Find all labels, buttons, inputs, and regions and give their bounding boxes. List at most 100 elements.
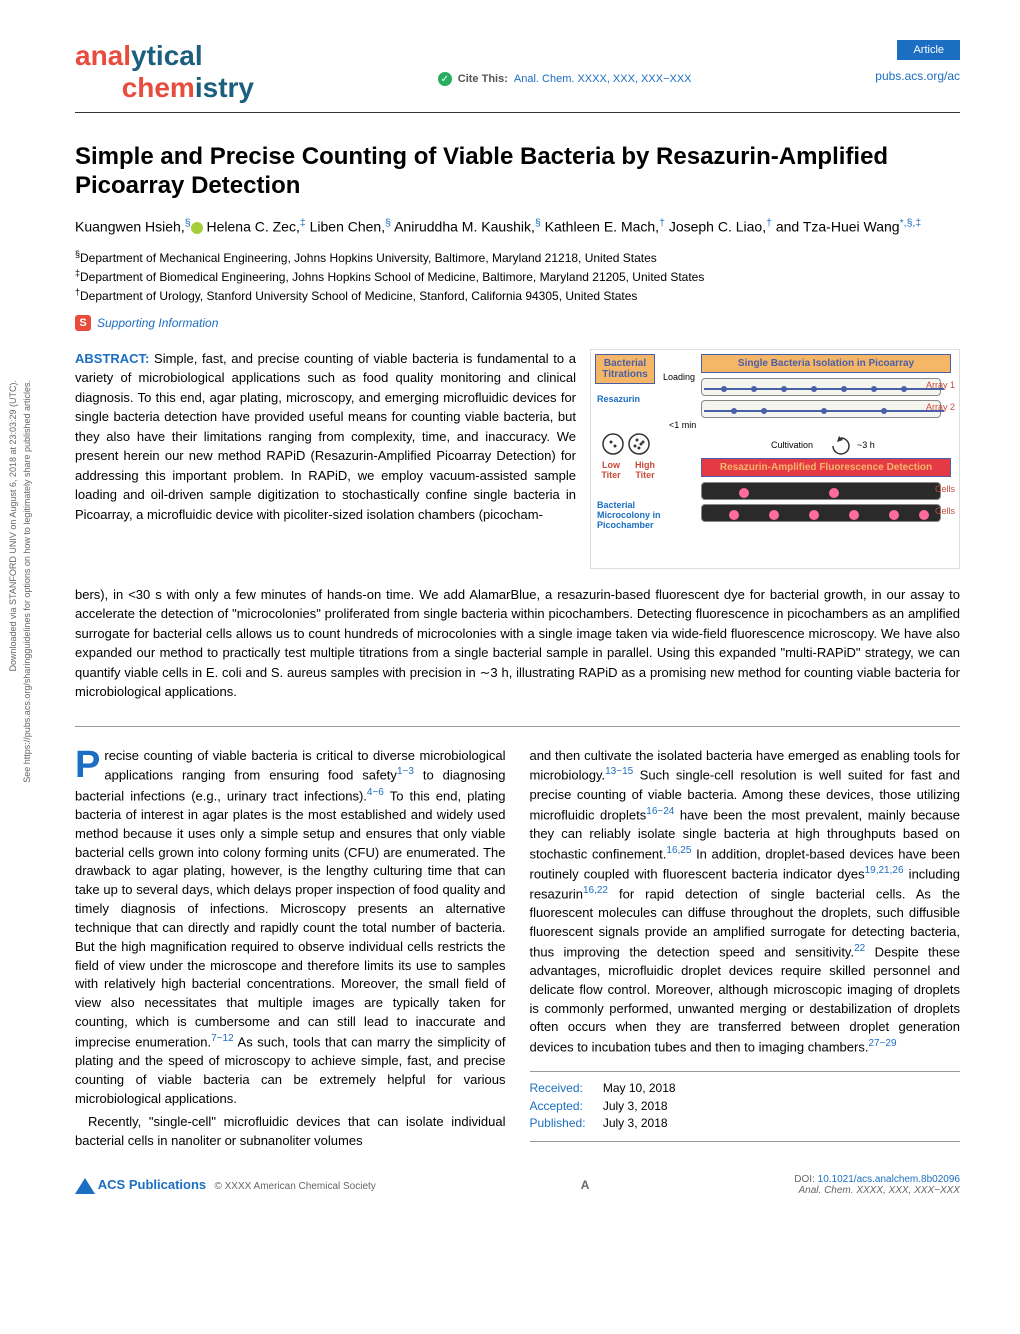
- fig-label-cells1: Cells: [935, 484, 955, 494]
- page-container: analytical chemistry ✓ Cite This: Anal. …: [0, 0, 1020, 1236]
- date-label: Received:: [530, 1080, 600, 1097]
- fig-array1: [701, 378, 941, 396]
- check-icon: ✓: [438, 72, 452, 86]
- cite-prefix: Cite This:: [458, 73, 508, 85]
- orcid-icon[interactable]: [191, 222, 203, 234]
- affiliation: ‡Department of Biomedical Engineering, J…: [75, 267, 960, 286]
- body-text: To this end, plating bacteria of interes…: [75, 788, 506, 1049]
- affiliation: †Department of Urology, Stanford Univers…: [75, 286, 960, 305]
- body-paragraph: Recently, "single-cell" microfluidic dev…: [75, 1113, 506, 1151]
- date-label: Published:: [530, 1115, 600, 1132]
- body-paragraph: and then cultivate the isolated bacteria…: [530, 747, 961, 1058]
- fig-label-time2: ~3 h: [857, 440, 875, 450]
- section-separator: [75, 726, 960, 727]
- ref-link[interactable]: 13−15: [605, 766, 633, 777]
- date-value: July 3, 2018: [603, 1116, 668, 1130]
- ref-link[interactable]: 19,21,26: [865, 865, 904, 876]
- supp-link[interactable]: Supporting Information: [97, 316, 218, 330]
- page-number: A: [581, 1178, 590, 1192]
- body-columns: Precise counting of viable bacteria is c…: [75, 747, 960, 1151]
- ref-link[interactable]: 16,25: [666, 845, 691, 856]
- cite-link[interactable]: Anal. Chem. XXXX, XXX, XXX−XXX: [514, 73, 692, 85]
- column-left: Precise counting of viable bacteria is c…: [75, 747, 506, 1151]
- author: Joseph C. Liao,: [669, 218, 766, 234]
- author: and Tza-Huei Wang: [776, 218, 900, 234]
- pubs-link[interactable]: pubs.acs.org/ac: [875, 69, 960, 83]
- date-value: May 10, 2018: [603, 1081, 676, 1095]
- author-sup[interactable]: †: [766, 217, 772, 229]
- dropcap: P: [75, 747, 104, 781]
- supporting-info[interactable]: S Supporting Information: [75, 315, 960, 331]
- fig-label-time1: <1 min: [669, 420, 696, 430]
- article-type-badge: Article: [897, 40, 960, 60]
- fig-label-microcolony: Bacterial Microcolony in Picochamber: [597, 500, 687, 530]
- author-sup[interactable]: §: [185, 217, 191, 229]
- date-value: July 3, 2018: [603, 1099, 668, 1113]
- ref-link[interactable]: 7−12: [211, 1033, 234, 1044]
- ref-link[interactable]: 22: [854, 943, 865, 954]
- author-sup[interactable]: *,§,‡: [900, 217, 922, 229]
- affil-text: Department of Biomedical Engineering, Jo…: [80, 270, 704, 284]
- logo-area: analytical chemistry: [75, 40, 254, 104]
- column-right: and then cultivate the isolated bacteria…: [530, 747, 961, 1151]
- toc-figure: Bacterial Titrations Single Bacteria Iso…: [590, 349, 960, 569]
- fig-fluor2: [701, 504, 941, 522]
- doi-link[interactable]: 10.1021/acs.analchem.8b02096: [818, 1174, 960, 1185]
- abstract-continued: bers), in <30 s with only a few minutes …: [75, 585, 960, 702]
- fig-label-low: Low Titer: [597, 460, 625, 480]
- copyright: © XXXX American Chemical Society: [214, 1181, 375, 1192]
- cite-area: ✓ Cite This: Anal. Chem. XXXX, XXX, XXX−…: [254, 40, 875, 86]
- footer-ref: Anal. Chem. XXXX, XXX, XXX−XXX: [799, 1185, 960, 1196]
- ref-link[interactable]: 27−29: [868, 1038, 896, 1049]
- acs-logo-icon: [75, 1178, 95, 1194]
- affil-text: Department of Mechanical Engineering, Jo…: [80, 251, 657, 265]
- fig-banner-titrations: Bacterial Titrations: [595, 354, 655, 384]
- author-sup[interactable]: ‡: [300, 217, 306, 229]
- abstract-row: ABSTRACT: Simple, fast, and precise coun…: [75, 349, 960, 569]
- fig-banner-detection: Resazurin-Amplified Fluorescence Detecti…: [701, 458, 951, 477]
- author-sup[interactable]: §: [535, 217, 541, 229]
- fig-arrow-icon: [831, 436, 851, 456]
- doi-label: DOI:: [794, 1174, 815, 1185]
- author: Helena C. Zec,: [206, 218, 299, 234]
- fig-banner-isolation: Single Bacteria Isolation in Picoarray: [701, 354, 951, 373]
- fig-label-high: High Titer: [631, 460, 659, 480]
- dates-box: Received: May 10, 2018 Accepted: July 3,…: [530, 1071, 961, 1141]
- fig-label-loading: Loading: [663, 372, 695, 382]
- footer-right: DOI: 10.1021/acs.analchem.8b02096 Anal. …: [794, 1174, 960, 1196]
- article-title: Simple and Precise Counting of Viable Ba…: [75, 143, 960, 201]
- abstract-label: ABSTRACT:: [75, 351, 149, 366]
- date-label: Accepted:: [530, 1098, 600, 1115]
- acs-publications: ACS Publications: [98, 1177, 206, 1192]
- fig-array2: [701, 400, 941, 418]
- abstract-body1: Simple, fast, and precise counting of vi…: [75, 351, 576, 522]
- author-sup[interactable]: †: [659, 217, 665, 229]
- author: Kathleen E. Mach,: [545, 218, 659, 234]
- body-paragraph: Precise counting of viable bacteria is c…: [75, 747, 506, 1109]
- ref-link[interactable]: 16−24: [646, 806, 674, 817]
- date-row: Published: July 3, 2018: [530, 1115, 961, 1132]
- logo-istry: istry: [195, 72, 254, 103]
- fig-label-array1: Array 1: [926, 380, 955, 390]
- date-row: Accepted: July 3, 2018: [530, 1098, 961, 1115]
- affil-text: Department of Urology, Stanford Universi…: [80, 289, 637, 303]
- affiliation: §Department of Mechanical Engineering, J…: [75, 248, 960, 267]
- authors-list: Kuangwen Hsieh,§ Helena C. Zec,‡ Liben C…: [75, 215, 960, 238]
- ref-link[interactable]: 1−3: [397, 766, 414, 777]
- fig-label-array2: Array 2: [926, 402, 955, 412]
- footer-left: ACS Publications © XXXX American Chemica…: [75, 1177, 376, 1194]
- date-row: Received: May 10, 2018: [530, 1080, 961, 1097]
- supp-badge-icon: S: [75, 315, 91, 331]
- fig-vials-icon: [599, 406, 653, 456]
- author-sup[interactable]: §: [385, 217, 391, 229]
- fig-label-cells2: Cells: [935, 506, 955, 516]
- fig-fluor1: [701, 482, 941, 500]
- page-footer: ACS Publications © XXXX American Chemica…: [75, 1174, 960, 1196]
- author: Kuangwen Hsieh,: [75, 218, 185, 234]
- ref-link[interactable]: 16,22: [583, 885, 608, 896]
- logo-chem: chem: [122, 72, 195, 103]
- logo-anal: anal: [75, 40, 131, 71]
- author: Aniruddha M. Kaushik,: [394, 218, 535, 234]
- fig-label-resazurin: Resazurin: [597, 394, 640, 404]
- ref-link[interactable]: 4−6: [367, 787, 384, 798]
